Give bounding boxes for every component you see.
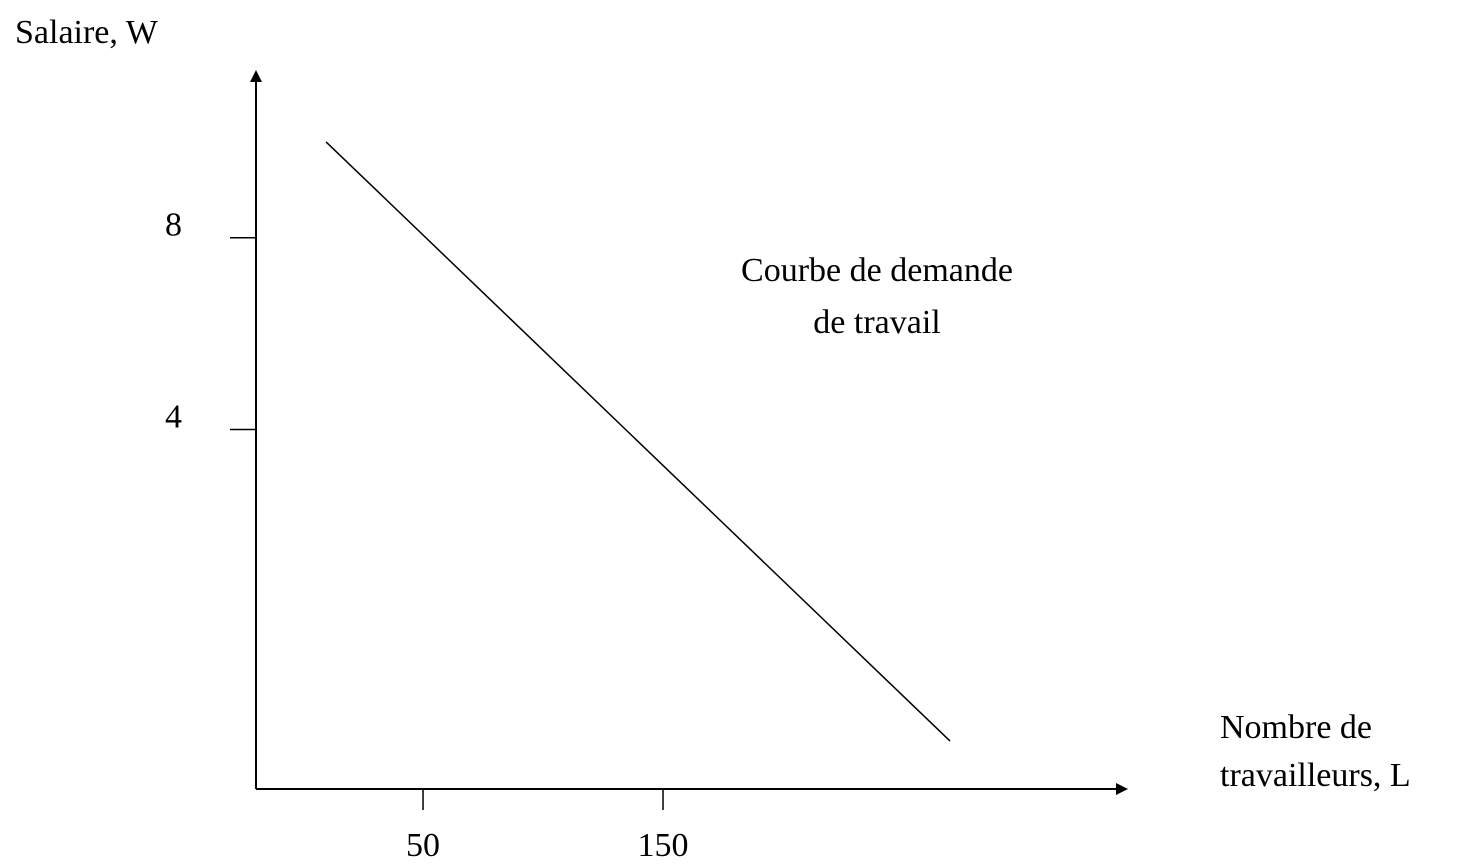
y-tick-label: 4 xyxy=(165,398,182,435)
demand-curve xyxy=(325,141,951,742)
annotation: de travail xyxy=(813,304,940,341)
x-tick-label: 150 xyxy=(638,827,689,864)
x-axis-label: Nombre de xyxy=(1220,709,1372,746)
x-tick-label: 50 xyxy=(406,827,440,864)
y-tick-label: 8 xyxy=(165,207,182,244)
x-axis-label: travailleurs, L xyxy=(1220,757,1411,794)
y-axis-label: Salaire, W xyxy=(15,14,159,51)
annotation: Courbe de demande xyxy=(741,252,1013,289)
